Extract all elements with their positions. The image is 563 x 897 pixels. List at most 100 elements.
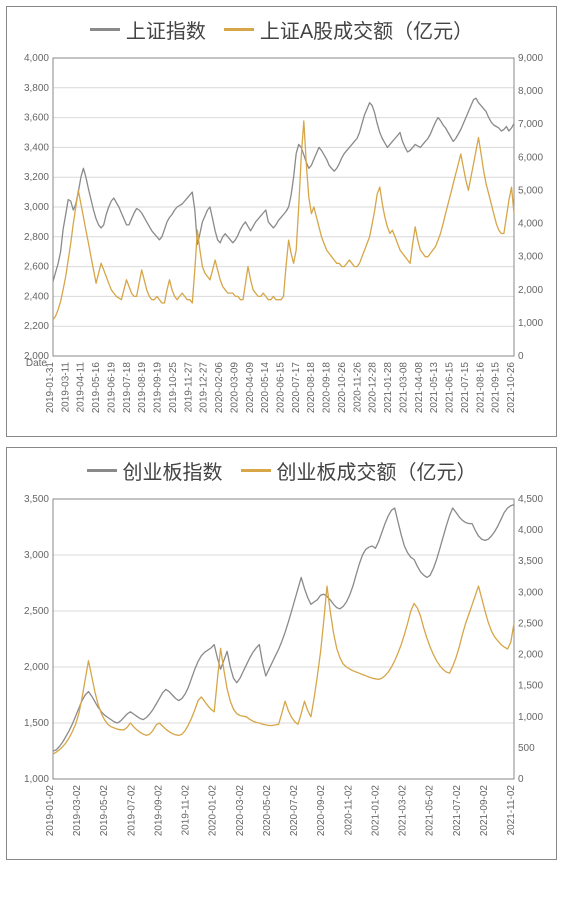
svg-text:3,000: 3,000	[518, 252, 543, 263]
svg-text:2020-02-06: 2020-02-06	[214, 362, 225, 414]
svg-text:2019-10-25: 2019-10-25	[168, 362, 179, 414]
legend-label-index: 创业板指数	[123, 456, 223, 485]
svg-text:2019-01-02: 2019-01-02	[45, 785, 56, 837]
svg-text:1,500: 1,500	[24, 718, 49, 729]
svg-text:2020-04-09: 2020-04-09	[245, 362, 256, 414]
svg-text:2021-03-02: 2021-03-02	[398, 785, 409, 837]
sse-legend: 上证指数 上证A股成交额（亿元）	[11, 15, 552, 44]
svg-text:2019-09-02: 2019-09-02	[153, 785, 164, 837]
svg-text:2019-01-31: 2019-01-31	[45, 362, 56, 414]
svg-text:2020-10-26: 2020-10-26	[337, 362, 348, 414]
svg-text:0: 0	[518, 774, 524, 785]
svg-text:3,000: 3,000	[518, 587, 543, 598]
swatch-turnover	[241, 469, 271, 472]
svg-text:2020-06-15: 2020-06-15	[276, 362, 287, 414]
svg-text:2019-12-27: 2019-12-27	[199, 362, 210, 414]
svg-text:2,800: 2,800	[24, 232, 49, 243]
swatch-turnover	[224, 28, 254, 31]
svg-text:2021-03-08: 2021-03-08	[398, 362, 409, 414]
svg-text:1,000: 1,000	[518, 318, 543, 329]
svg-text:2,400: 2,400	[24, 291, 49, 302]
svg-text:2019-09-19: 2019-09-19	[153, 362, 164, 414]
legend-label-turnover: 创业板成交额（亿元）	[277, 456, 477, 485]
svg-text:2020-01-02: 2020-01-02	[208, 785, 219, 837]
svg-text:3,800: 3,800	[24, 83, 49, 94]
svg-text:2,600: 2,600	[24, 262, 49, 273]
svg-text:2020-08-18: 2020-08-18	[306, 362, 317, 414]
svg-text:2021-07-15: 2021-07-15	[460, 362, 471, 414]
svg-text:7,000: 7,000	[518, 119, 543, 130]
svg-text:3,200: 3,200	[24, 172, 49, 183]
svg-text:2020-03-02: 2020-03-02	[235, 785, 246, 837]
svg-text:2021-11-02: 2021-11-02	[506, 785, 517, 836]
svg-text:0: 0	[518, 351, 524, 362]
svg-text:9,000: 9,000	[518, 53, 543, 64]
svg-text:2021-01-28: 2021-01-28	[383, 362, 394, 414]
svg-text:2020-05-02: 2020-05-02	[262, 785, 273, 837]
svg-text:2021-08-16: 2021-08-16	[475, 362, 486, 414]
svg-text:2020-11-02: 2020-11-02	[343, 785, 354, 836]
svg-text:3,500: 3,500	[518, 556, 543, 567]
svg-text:3,600: 3,600	[24, 113, 49, 124]
svg-text:2019-03-02: 2019-03-02	[72, 785, 83, 837]
svg-text:2021-05-02: 2021-05-02	[425, 785, 436, 837]
legend-item-turnover: 上证A股成交额（亿元）	[224, 15, 473, 44]
svg-text:8,000: 8,000	[518, 86, 543, 97]
svg-text:4,000: 4,000	[518, 525, 543, 536]
svg-text:500: 500	[518, 743, 535, 754]
svg-text:2020-05-14: 2020-05-14	[260, 362, 271, 414]
svg-text:2021-09-02: 2021-09-02	[479, 785, 490, 837]
svg-text:1,500: 1,500	[518, 681, 543, 692]
svg-text:2020-07-17: 2020-07-17	[291, 362, 302, 414]
svg-text:6,000: 6,000	[518, 152, 543, 163]
svg-text:2021-07-02: 2021-07-02	[452, 785, 463, 837]
svg-text:2,500: 2,500	[518, 618, 543, 629]
chinext-chart: 1,000 1,500 2,000 2,500 3,000 3,500 0 500 1,000 1…	[11, 493, 552, 855]
svg-text:2020-09-18: 2020-09-18	[322, 362, 333, 414]
svg-text:2019-05-16: 2019-05-16	[91, 362, 102, 414]
legend-label-turnover: 上证A股成交额（亿元）	[260, 15, 473, 44]
svg-text:2019-03-11: 2019-03-11	[60, 362, 71, 413]
svg-text:2020-09-02: 2020-09-02	[316, 785, 327, 837]
svg-text:4,000: 4,000	[24, 53, 49, 64]
svg-text:1,000: 1,000	[518, 712, 543, 723]
swatch-index	[87, 469, 117, 472]
legend-item-index: 上证指数	[90, 15, 206, 44]
svg-text:2021-10-26: 2021-10-26	[506, 362, 517, 414]
svg-text:2019-11-27: 2019-11-27	[183, 362, 194, 413]
svg-text:2021-01-02: 2021-01-02	[370, 785, 381, 837]
svg-text:5,000: 5,000	[518, 185, 543, 196]
svg-text:3,000: 3,000	[24, 550, 49, 561]
svg-text:3,000: 3,000	[24, 202, 49, 213]
legend-item-index: 创业板指数	[87, 456, 223, 485]
svg-text:2020-07-02: 2020-07-02	[289, 785, 300, 837]
sse-chart: 2,000 2,200 2,400 2,600 2,800 3,000 3,200 3,400…	[11, 52, 552, 432]
svg-text:2,000: 2,000	[518, 650, 543, 661]
svg-text:2021-09-15: 2021-09-15	[491, 362, 502, 414]
svg-text:2,500: 2,500	[24, 606, 49, 617]
svg-text:2020-12-28: 2020-12-28	[368, 362, 379, 414]
svg-text:3,500: 3,500	[24, 494, 49, 505]
svg-text:2019-05-02: 2019-05-02	[99, 785, 110, 837]
chinext-panel: 创业板指数 创业板成交额（亿元） 1,000 1,500 2,000 2,500 3,0…	[6, 447, 557, 860]
svg-text:2019-04-11: 2019-04-11	[76, 362, 87, 413]
svg-text:4,500: 4,500	[518, 494, 543, 505]
legend-item-turnover: 创业板成交额（亿元）	[241, 456, 477, 485]
svg-text:2019-07-18: 2019-07-18	[122, 362, 133, 414]
svg-text:2019-06-19: 2019-06-19	[106, 362, 117, 414]
svg-text:2020-03-09: 2020-03-09	[229, 362, 240, 414]
sse-panel: 上证指数 上证A股成交额（亿元） 2,000 2,200 2,400 2,600 2,8…	[6, 6, 557, 437]
svg-text:2,000: 2,000	[518, 285, 543, 296]
swatch-index	[90, 28, 120, 31]
svg-text:3,400: 3,400	[24, 142, 49, 153]
svg-text:2019-08-19: 2019-08-19	[137, 362, 148, 414]
svg-text:4,000: 4,000	[518, 219, 543, 230]
svg-text:1,000: 1,000	[24, 774, 49, 785]
svg-text:2021-05-13: 2021-05-13	[429, 362, 440, 414]
svg-text:2020-11-26: 2020-11-26	[352, 362, 363, 413]
svg-text:2,000: 2,000	[24, 662, 49, 673]
legend-label-index: 上证指数	[126, 15, 206, 44]
svg-text:2,200: 2,200	[24, 321, 49, 332]
chinext-legend: 创业板指数 创业板成交额（亿元）	[11, 456, 552, 485]
svg-text:2021-06-15: 2021-06-15	[445, 362, 456, 414]
